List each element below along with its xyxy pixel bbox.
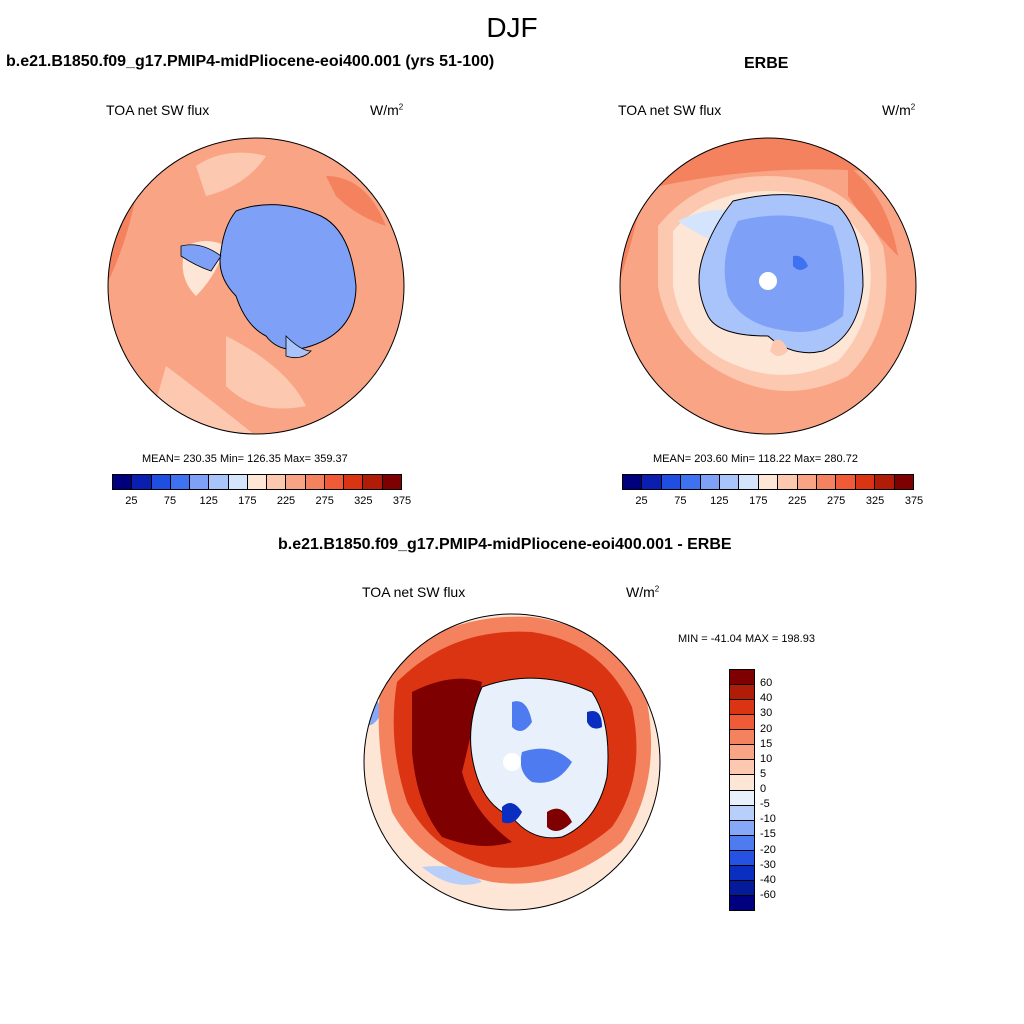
colorbar-swatch: [730, 805, 754, 821]
colorbar-swatch: [151, 475, 171, 489]
colorbar-swatch: [730, 880, 754, 896]
colorbar-tick-label: 25: [635, 495, 648, 507]
colorbar-swatch: [730, 745, 754, 761]
colorbar-swatch: [730, 835, 754, 851]
panel-2-stats: MEAN= 203.60 Min= 118.22 Max= 280.72: [653, 453, 858, 465]
colorbar-tick-label: -15: [760, 828, 776, 841]
colorbar-tick-label: -60: [760, 888, 776, 901]
panel-2-units: W/m2: [882, 102, 916, 118]
colorbar-swatch: [730, 850, 754, 866]
colorbar-tick-label: 325: [865, 495, 885, 507]
colorbar-tick-label: 275: [315, 495, 334, 507]
colorbar-tick-label: 175: [749, 495, 768, 507]
colorbar-swatch: [720, 475, 740, 489]
colorbar-swatch: [730, 730, 754, 746]
panel-1-polar-map: [107, 137, 405, 435]
colorbar-swatch: [836, 475, 856, 489]
colorbar-swatch: [875, 475, 895, 489]
panel-1-title: b.e21.B1850.f09_g17.PMIP4-midPliocene-eo…: [6, 53, 495, 70]
colorbar-swatch: [797, 475, 818, 489]
colorbar-swatch: [817, 475, 837, 489]
colorbar-swatch: [730, 700, 754, 716]
colorbar-tick-label: -5: [760, 798, 770, 811]
colorbar-tick-label: 30: [760, 707, 773, 720]
colorbar-swatch: [190, 475, 210, 489]
figure-title: DJF: [486, 12, 538, 43]
panel-3-variable: TOA net SW flux: [362, 584, 466, 600]
colorbar-tick-label: 125: [199, 495, 218, 507]
colorbar-tick-label: 375: [392, 495, 412, 507]
panel-3-units: W/m2: [626, 584, 660, 600]
colorbar-tick-label: 75: [163, 495, 177, 507]
colorbar-swatch: [661, 475, 682, 489]
colorbar-swatch: [730, 895, 754, 910]
colorbar-swatch: [730, 790, 754, 806]
colorbar-tick-label: 75: [674, 495, 687, 507]
panel-2-title: ERBE: [744, 55, 789, 72]
colorbar-tick-label: 25: [125, 495, 138, 507]
colorbar-tick-label: -40: [760, 873, 776, 886]
panel-3-polar-map: [363, 613, 661, 911]
colorbar-swatch: [324, 475, 345, 489]
colorbar-tick-label: 375: [904, 495, 924, 507]
colorbar-swatch: [730, 820, 754, 836]
colorbar-tick-label: 225: [788, 495, 807, 507]
colorbar-tick-label: 20: [760, 722, 773, 735]
panel-3-stats: MIN = -41.04 MAX = 198.93: [678, 633, 815, 645]
colorbar-tick-label: 275: [826, 495, 846, 507]
colorbar-swatch: [209, 475, 229, 489]
colorbar-tick-label: 0: [760, 783, 767, 795]
panel-2-variable: TOA net SW flux: [618, 102, 722, 118]
colorbar-tick-label: -20: [760, 843, 776, 856]
colorbar-tick-label: -30: [760, 858, 776, 871]
colorbar-swatch: [286, 475, 306, 489]
colorbar-swatch: [363, 475, 383, 489]
colorbar-tick-label: 10: [760, 752, 773, 765]
colorbar-swatch: [305, 475, 325, 489]
colorbar-swatch: [228, 475, 248, 489]
colorbar-swatch: [170, 475, 191, 489]
colorbar-swatch: [855, 475, 876, 489]
panel-1-variable: TOA net SW flux: [106, 102, 210, 118]
colorbar-swatch: [247, 475, 268, 489]
colorbar-swatch: [730, 865, 754, 881]
colorbar-swatch: [132, 475, 152, 489]
panel-2-polar-map: [619, 137, 917, 435]
panel-1-stats: MEAN= 230.35 Min= 126.35 Max= 359.37: [142, 453, 348, 465]
colorbar-swatch: [730, 760, 754, 776]
colorbar-swatch: [623, 475, 643, 489]
colorbar-tick-label: 60: [760, 677, 773, 690]
panel-3-colorbar: [729, 669, 755, 911]
colorbar-swatch: [730, 715, 754, 731]
panel-1-colorbar: [112, 474, 402, 490]
colorbar-swatch: [267, 475, 287, 489]
colorbar-tick-label: 125: [710, 495, 729, 507]
colorbar-swatch: [382, 475, 401, 489]
colorbar-swatch: [730, 670, 754, 686]
colorbar-swatch: [344, 475, 364, 489]
colorbar-tick-label: 225: [276, 495, 296, 507]
panel-3-title: b.e21.B1850.f09_g17.PMIP4-midPliocene-eo…: [278, 536, 732, 553]
colorbar-swatch: [730, 775, 754, 791]
colorbar-tick-label: 40: [760, 692, 773, 705]
panel-2-colorbar: [622, 474, 914, 490]
colorbar-tick-label: 15: [760, 737, 773, 750]
colorbar-swatch: [113, 475, 133, 489]
panel-1-units: W/m2: [370, 102, 404, 118]
colorbar-swatch: [758, 475, 779, 489]
colorbar-tick-label: -10: [760, 813, 776, 826]
colorbar-swatch: [778, 475, 798, 489]
colorbar-swatch: [894, 475, 914, 489]
colorbar-tick-label: 175: [238, 495, 257, 507]
colorbar-tick-label: 5: [760, 767, 767, 780]
colorbar-tick-label: 325: [354, 495, 373, 507]
colorbar-swatch: [739, 475, 759, 489]
colorbar-swatch: [700, 475, 721, 489]
colorbar-swatch: [730, 685, 754, 701]
colorbar-swatch: [642, 475, 662, 489]
colorbar-swatch: [681, 475, 701, 489]
